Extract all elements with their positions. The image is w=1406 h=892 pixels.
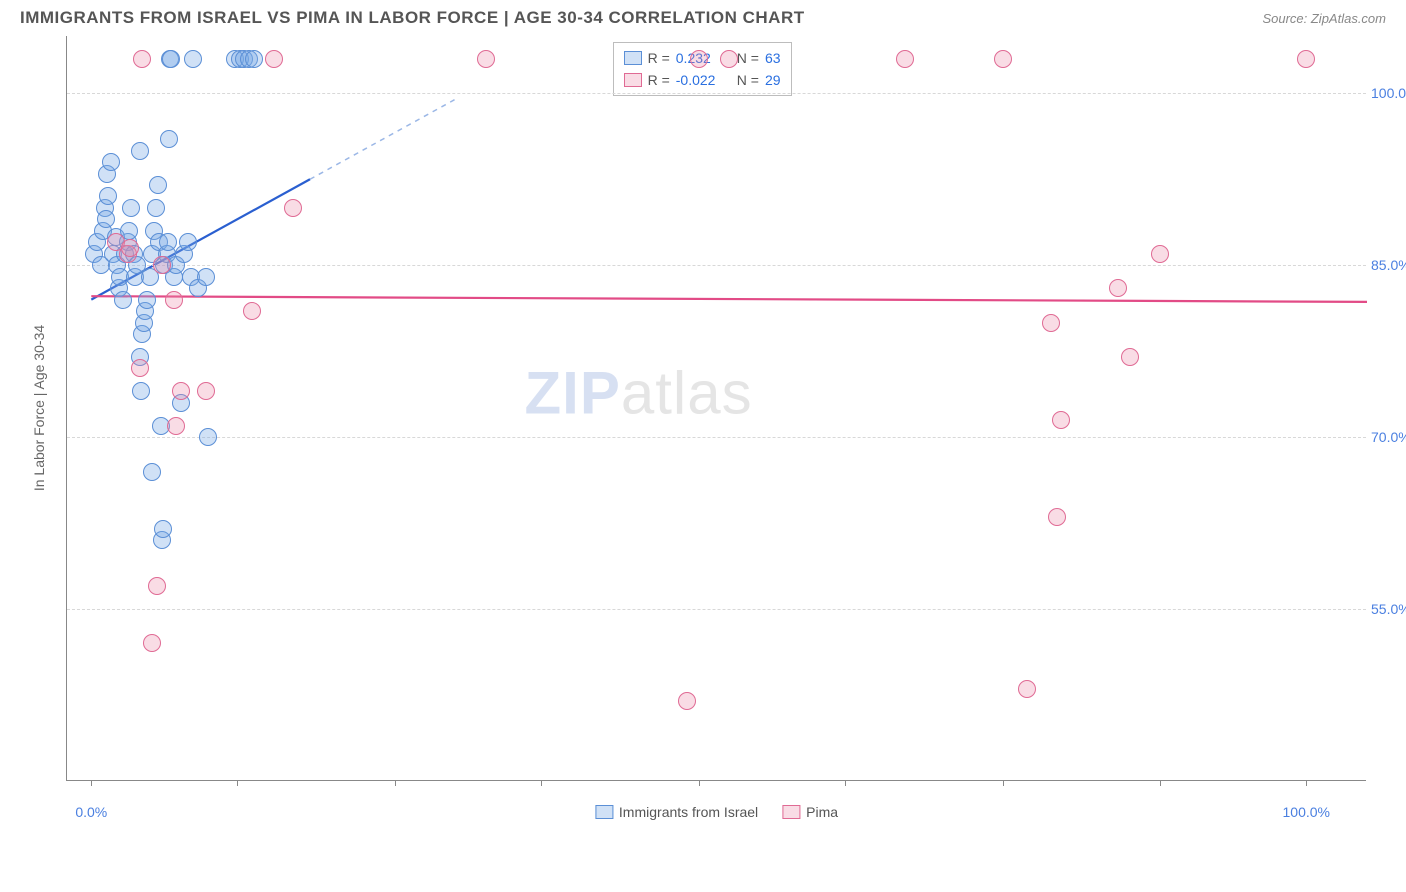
data-point	[896, 50, 914, 68]
gridline-horizontal	[67, 93, 1366, 94]
data-point	[132, 382, 150, 400]
x-tick-label: 0.0%	[75, 804, 107, 820]
data-point	[97, 210, 115, 228]
series-legend: Immigrants from Israel Pima	[595, 804, 838, 820]
data-point	[1121, 348, 1139, 366]
legend-swatch	[624, 73, 642, 87]
series-label: Pima	[806, 804, 838, 820]
series-label: Immigrants from Israel	[619, 804, 758, 820]
x-tick-mark	[1003, 780, 1004, 786]
data-point	[143, 463, 161, 481]
data-point	[245, 50, 263, 68]
data-point	[160, 130, 178, 148]
data-point	[165, 291, 183, 309]
data-point	[172, 382, 190, 400]
data-point	[690, 50, 708, 68]
data-point	[197, 268, 215, 286]
data-point	[1018, 680, 1036, 698]
data-point	[121, 239, 139, 257]
data-point	[477, 50, 495, 68]
data-point	[1042, 314, 1060, 332]
x-tick-label: 100.0%	[1283, 804, 1330, 820]
data-point	[131, 359, 149, 377]
n-prefix: N =	[737, 47, 759, 69]
x-tick-mark	[237, 780, 238, 786]
data-point	[678, 692, 696, 710]
x-tick-mark	[845, 780, 846, 786]
legend-swatch	[624, 51, 642, 65]
data-point	[265, 50, 283, 68]
data-point	[199, 428, 217, 446]
correlation-legend-row: R = -0.022 N = 29	[624, 69, 781, 91]
data-point	[138, 291, 156, 309]
source-prefix: Source:	[1262, 11, 1310, 26]
x-tick-mark	[541, 780, 542, 786]
x-tick-mark	[699, 780, 700, 786]
n-value: 63	[765, 47, 781, 69]
data-point	[133, 50, 151, 68]
data-point	[147, 199, 165, 217]
series-legend-item: Immigrants from Israel	[595, 804, 758, 820]
data-point	[143, 634, 161, 652]
chart-header: IMMIGRANTS FROM ISRAEL VS PIMA IN LABOR …	[0, 0, 1406, 32]
data-point	[284, 199, 302, 217]
data-point	[197, 382, 215, 400]
x-tick-mark	[91, 780, 92, 786]
watermark: ZIPatlas	[525, 359, 753, 428]
data-point	[167, 417, 185, 435]
trend-line-dashed	[310, 99, 456, 179]
data-point	[184, 50, 202, 68]
x-tick-mark	[1160, 780, 1161, 786]
x-tick-mark	[395, 780, 396, 786]
r-prefix: R =	[648, 69, 670, 91]
data-point	[131, 142, 149, 160]
trend-line	[91, 296, 1367, 302]
n-value: 29	[765, 69, 781, 91]
scatter-plot: In Labor Force | Age 30-34 ZIPatlas R = …	[66, 36, 1366, 781]
trend-lines	[67, 36, 1367, 781]
series-legend-item: Pima	[782, 804, 838, 820]
data-point	[114, 291, 132, 309]
data-point	[162, 50, 180, 68]
data-point	[1048, 508, 1066, 526]
gridline-horizontal	[67, 437, 1366, 438]
data-point	[243, 302, 261, 320]
data-point	[1151, 245, 1169, 263]
gridline-horizontal	[67, 265, 1366, 266]
data-point	[1109, 279, 1127, 297]
data-point	[154, 520, 172, 538]
y-axis-label: In Labor Force | Age 30-34	[31, 325, 47, 491]
x-tick-mark	[1306, 780, 1307, 786]
legend-swatch	[782, 805, 800, 819]
y-tick-label: 70.0%	[1371, 429, 1406, 445]
data-point	[102, 153, 120, 171]
y-tick-label: 100.0%	[1371, 85, 1406, 101]
data-point	[1297, 50, 1315, 68]
legend-swatch	[595, 805, 613, 819]
gridline-horizontal	[67, 609, 1366, 610]
r-value: -0.022	[676, 69, 731, 91]
data-point	[159, 233, 177, 251]
data-point	[149, 176, 167, 194]
data-point	[153, 256, 171, 274]
data-point	[99, 187, 117, 205]
y-tick-label: 85.0%	[1371, 257, 1406, 273]
chart-title: IMMIGRANTS FROM ISRAEL VS PIMA IN LABOR …	[20, 8, 805, 28]
watermark-rest: atlas	[621, 360, 753, 427]
data-point	[122, 199, 140, 217]
chart-container: In Labor Force | Age 30-34 ZIPatlas R = …	[20, 36, 1386, 781]
data-point	[994, 50, 1012, 68]
source-name: ZipAtlas.com	[1311, 11, 1386, 26]
data-point	[148, 577, 166, 595]
n-prefix: N =	[737, 69, 759, 91]
source-label: Source: ZipAtlas.com	[1262, 11, 1386, 26]
r-prefix: R =	[648, 47, 670, 69]
data-point	[179, 233, 197, 251]
data-point	[1052, 411, 1070, 429]
data-point	[720, 50, 738, 68]
y-tick-label: 55.0%	[1371, 601, 1406, 617]
watermark-zip: ZIP	[525, 360, 621, 427]
